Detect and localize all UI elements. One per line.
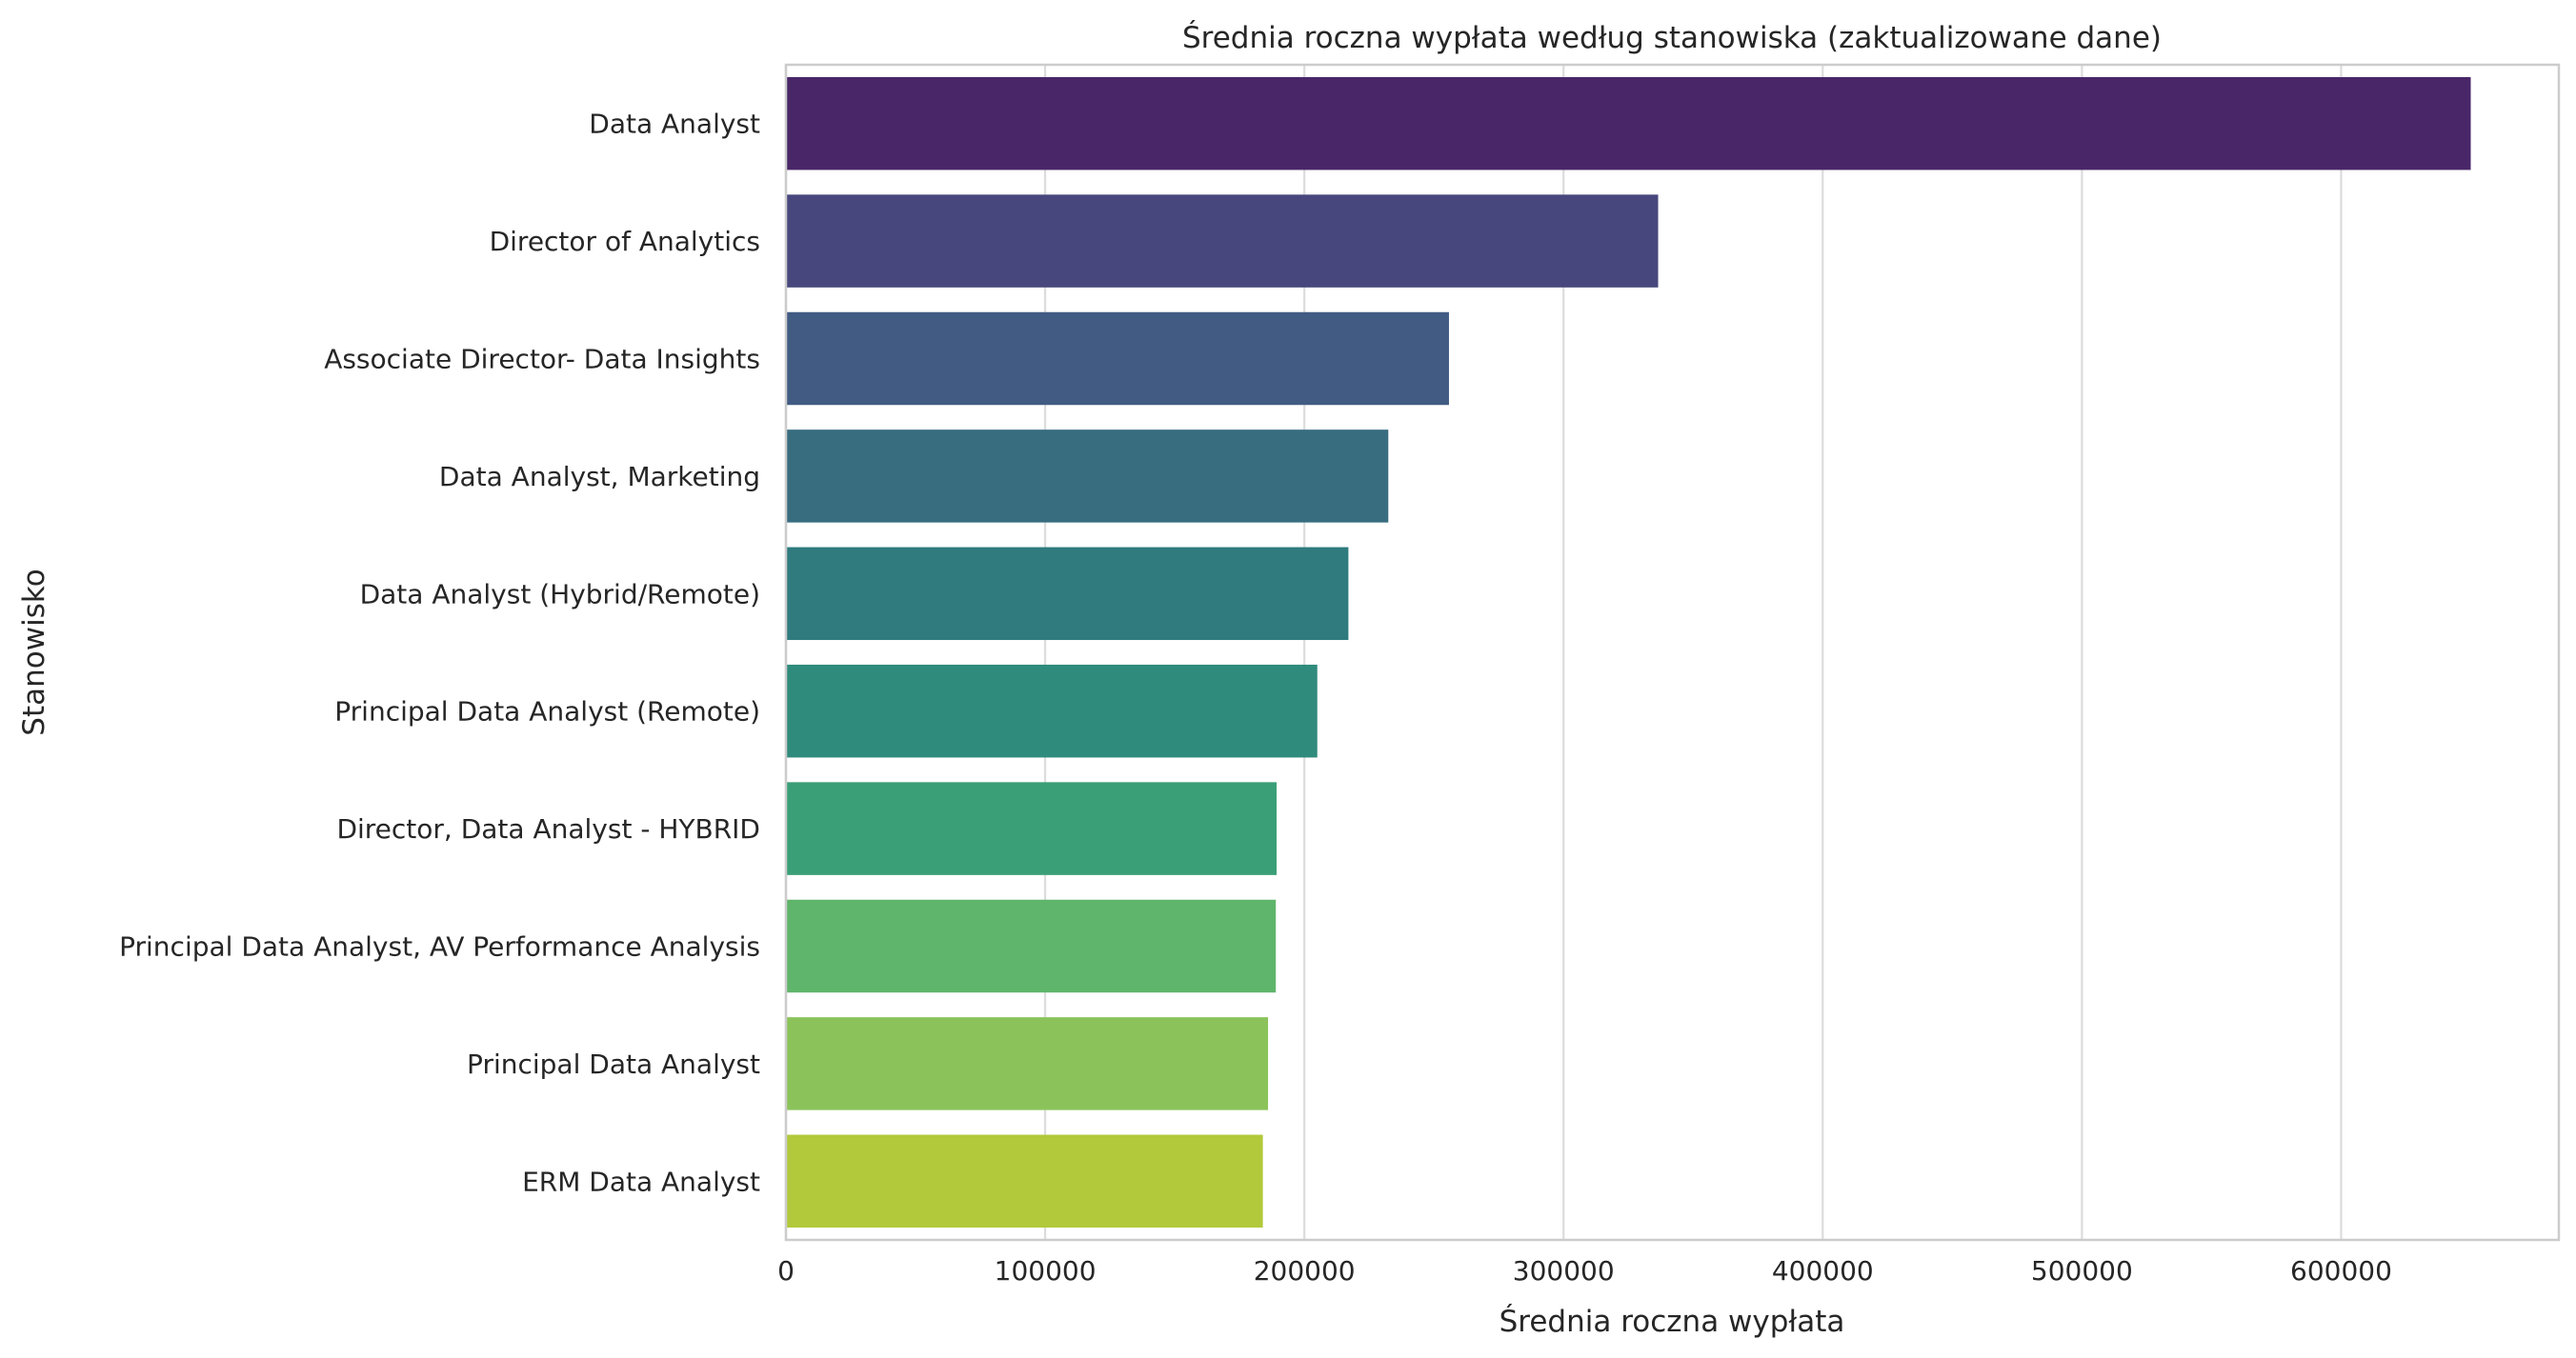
plot-frame xyxy=(784,63,2561,1242)
y-tick-labels: Data Analyst Director of Analytics Associa… xyxy=(119,109,760,1198)
y-tick-label: Associate Director- Data Insights xyxy=(324,344,760,375)
x-tick-label: 200000 xyxy=(1254,1255,1356,1287)
y-axis-label: Stanowisko xyxy=(17,569,51,735)
bar xyxy=(786,899,1277,993)
x-tick-label: 0 xyxy=(777,1255,795,1287)
bar xyxy=(786,1017,1269,1110)
x-tick-label: 400000 xyxy=(1772,1255,1874,1287)
y-tick-label: ERM Data Analyst xyxy=(522,1166,760,1197)
bar xyxy=(786,1134,1263,1228)
chart-title: Średnia roczna wypłata według stanowiska… xyxy=(1182,20,2162,55)
y-tick-label: Data Analyst xyxy=(589,109,760,140)
y-tick-label: Data Analyst, Marketing xyxy=(439,461,760,492)
x-tick-label: 300000 xyxy=(1513,1255,1615,1287)
y-tick-label: Director, Data Analyst - HYBRID xyxy=(336,813,760,845)
x-tick-label: 600000 xyxy=(2290,1255,2392,1287)
bar xyxy=(786,311,1449,406)
bar xyxy=(786,76,2471,170)
y-tick-label: Principal Data Analyst, AV Performance A… xyxy=(119,931,760,963)
bar xyxy=(786,664,1318,758)
x-tick-labels: 0 100000 200000 300000 400000 500000 600000 xyxy=(777,1255,2392,1287)
x-tick-label: 500000 xyxy=(2031,1255,2133,1287)
x-axis-label: Średnia roczna wypłata xyxy=(1499,1304,1845,1339)
bar xyxy=(786,782,1278,875)
bars-layer xyxy=(786,76,2471,1228)
y-tick-label: Principal Data Analyst (Remote) xyxy=(334,696,760,728)
x-tick-label: 100000 xyxy=(995,1255,1097,1287)
y-tick-label: Principal Data Analyst xyxy=(467,1048,760,1080)
bar xyxy=(786,547,1349,641)
y-tick-label: Director of Analytics xyxy=(490,226,760,257)
bar xyxy=(786,194,1659,288)
y-tick-label: Data Analyst (Hybrid/Remote) xyxy=(360,578,760,609)
bar xyxy=(786,429,1389,523)
